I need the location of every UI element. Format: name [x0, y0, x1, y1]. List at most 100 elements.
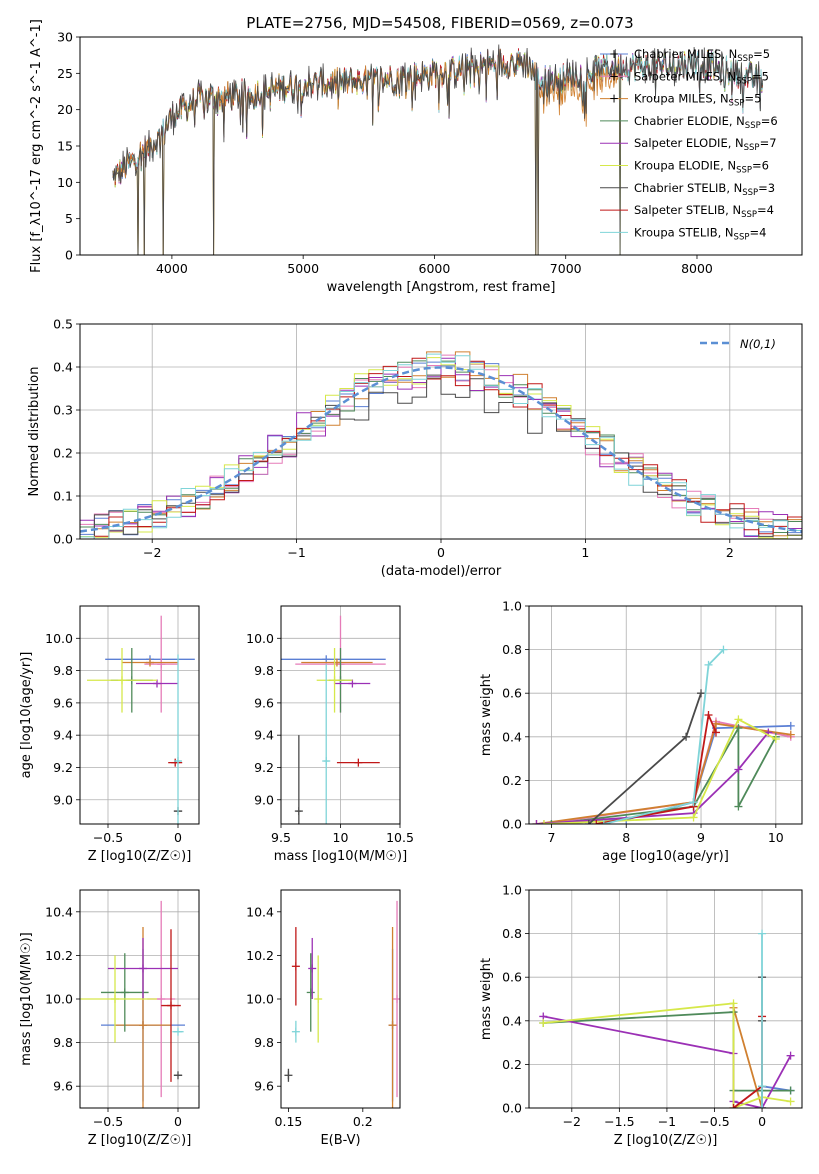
weight-marker — [697, 689, 706, 698]
weight-marker — [532, 820, 541, 824]
errorbar-point — [174, 654, 182, 824]
y-tick-label: 15 — [57, 139, 73, 154]
y-tick-label: 9.8 — [53, 1035, 73, 1050]
x-tick-label: 0 — [174, 1114, 182, 1129]
x-tick-label: 6000 — [419, 261, 451, 276]
x-tick-label: 7 — [547, 830, 555, 845]
weight-marker — [758, 929, 767, 938]
y-tick-label: 0.2 — [53, 446, 73, 461]
y-tick-label: 0.0 — [502, 817, 522, 832]
x-tick-label: 10 — [333, 830, 349, 845]
weight-marker — [771, 734, 780, 743]
axes-frame — [528, 605, 803, 825]
axes-frame — [79, 323, 803, 540]
y-axis-label: Flux [f_λ10^-17 erg cm^-2 s^-1 A^-1] — [29, 19, 44, 273]
x-tick-label: 2 — [726, 545, 734, 560]
plot-area-age-vs-Z — [87, 615, 195, 824]
y-tick-label: 1.0 — [502, 599, 522, 614]
y-tick-label: 25 — [57, 66, 73, 81]
y-tick-label: 5 — [65, 211, 73, 226]
legend-entry: Kroupa ELODIE, NSSP=6 — [634, 159, 769, 176]
legend-entry: Kroupa STELIB, NSSP=4 — [634, 225, 766, 242]
weight-line — [543, 718, 777, 824]
x-tick-label: −2 — [563, 1114, 581, 1129]
weight-marker — [539, 820, 548, 824]
errorbar-point — [316, 647, 353, 713]
x-axis-label: age [log10(age/yr)] — [602, 849, 729, 864]
plot-area-weight-vs-Z — [539, 929, 795, 1108]
weight-marker — [734, 715, 743, 724]
legend-entry: Salpeter MILES, NSSP=5 — [634, 69, 769, 86]
panel-mass-vs-Z: −0.5 0 9.6 9.8 10.0 10.2 10.4 Z [log10(Z/Z☉)] ma… — [19, 889, 200, 1148]
panel-spectrum: 4000 5000 6000 7000 8000 0 5 10 15 20 25 30 waveleng… — [29, 19, 803, 295]
legend-entry: Salpeter STELIB, NSSP=4 — [634, 203, 774, 220]
x-tick-label: 5000 — [287, 261, 319, 276]
y-tick-label: 0.3 — [53, 403, 73, 418]
y-tick-label: 9.0 — [53, 792, 73, 807]
plot-area-spectrum — [112, 44, 763, 255]
y-tick-label: 0.4 — [53, 360, 73, 375]
errorbar-point — [308, 937, 317, 999]
plot-area-mass-vs-Z — [80, 900, 185, 1108]
weight-marker — [689, 813, 698, 822]
weight-marker — [711, 728, 720, 737]
x-tick-label: −1 — [658, 1114, 676, 1129]
y-axis-label: mass weight — [479, 958, 494, 1040]
x-tick-label: −0.5 — [93, 1114, 123, 1129]
panel-mass-vs-EBV: 0.15 0.2 9.6 9.8 10.0 10.2 10.4 E(B-V) — [246, 889, 401, 1148]
y-tick-label: 0.1 — [53, 489, 73, 504]
panel-weight-vs-age: 7 8 9 10 0.0 0.2 0.4 0.6 0.8 1.0 age [log10(age/yr… — [479, 599, 803, 864]
errorbar-point — [172, 1027, 184, 1036]
weight-marker — [719, 645, 728, 654]
y-tick-label: 9.2 — [53, 760, 73, 775]
y-tick-label: 9.8 — [254, 663, 274, 678]
legend-entry: N(0,1) — [740, 337, 776, 351]
y-tick-label: 10.0 — [45, 631, 73, 646]
y-tick-label: 10.0 — [246, 992, 274, 1007]
errorbar-point — [322, 664, 331, 824]
x-tick-label: 7000 — [550, 261, 582, 276]
y-tick-label: 9.6 — [254, 695, 274, 710]
axes-frame — [528, 889, 803, 1109]
y-tick-label: 10.4 — [45, 904, 73, 919]
errorbar-point — [80, 955, 157, 1043]
errorbar-point — [87, 647, 157, 713]
legend-marker: + — [609, 47, 619, 61]
weight-marker — [704, 711, 713, 719]
errorbar-point — [294, 735, 303, 824]
weight-marker — [734, 724, 743, 733]
legend-entry: Salpeter ELODIE, NSSP=7 — [634, 136, 777, 153]
y-tick-label: 0.4 — [502, 729, 522, 744]
weight-marker — [682, 732, 691, 741]
weight-marker — [786, 721, 795, 730]
x-tick-label: 0.15 — [275, 1114, 303, 1129]
legend-marker: + — [609, 92, 619, 106]
y-tick-label: 9.6 — [254, 1079, 274, 1094]
x-tick-label: 8000 — [681, 261, 713, 276]
y-tick-label: 0.8 — [502, 926, 522, 941]
x-tick-label: 0 — [758, 1114, 766, 1129]
errorbar-point — [101, 953, 149, 1032]
y-axis-label: mass [log10(M/M☉)] — [19, 932, 34, 1065]
x-tick-label: −2 — [143, 545, 161, 560]
y-axis-label: Normed distribution — [27, 367, 42, 497]
figure-title: PLATE=2756, MJD=54508, FIBERID=0569, z=0… — [246, 14, 633, 32]
legend: N(0,1) — [700, 337, 776, 351]
panel-weight-vs-Z: −2 −1.5 −1 −0.5 0 0.0 0.2 0.4 0.6 0.8 1.0 Z [log10(… — [479, 883, 803, 1148]
y-tick-label: 30 — [57, 30, 73, 45]
weight-line — [536, 731, 770, 824]
errorbar-point — [168, 758, 183, 767]
histogram-step — [80, 353, 802, 539]
weight-marker — [547, 820, 556, 824]
y-tick-label: 0 — [65, 248, 73, 263]
y-tick-label: 0.4 — [502, 1013, 522, 1028]
errorbar-point — [306, 953, 315, 1032]
y-tick-label: 0.6 — [502, 970, 522, 985]
y-tick-label: 10.4 — [246, 904, 274, 919]
errorbar-point — [161, 929, 181, 1082]
y-tick-label: 9.2 — [254, 760, 274, 775]
weight-marker — [539, 1018, 548, 1027]
x-tick-label: −1 — [287, 545, 305, 560]
histogram-step — [80, 374, 802, 539]
weight-marker — [704, 660, 713, 669]
